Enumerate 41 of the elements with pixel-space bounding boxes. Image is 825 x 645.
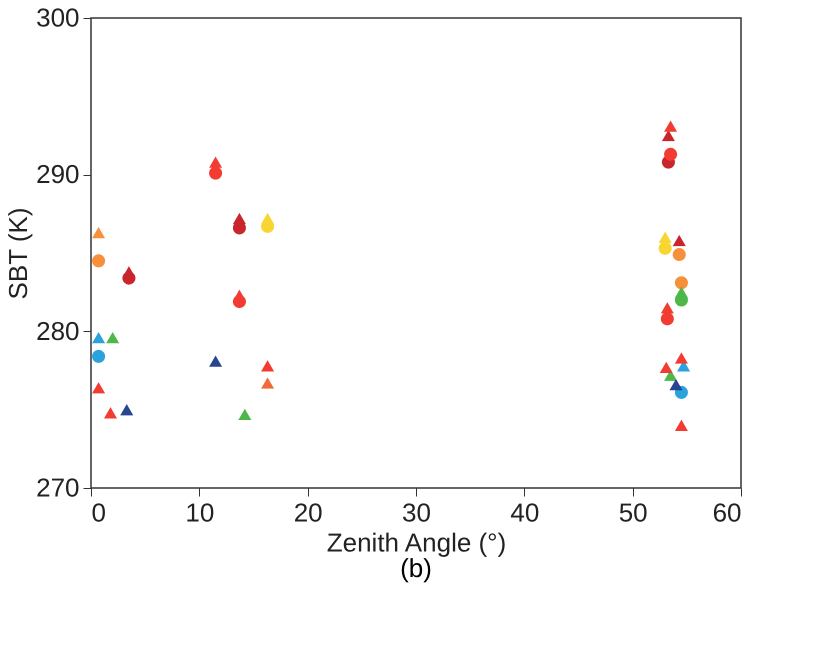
point [209, 166, 222, 180]
point [209, 355, 222, 367]
y-tick-label: 280 [36, 316, 80, 346]
point [92, 382, 106, 394]
x-tick-label: 40 [510, 498, 540, 528]
x-tick-label: 60 [712, 498, 742, 528]
x-tick-label: 10 [185, 498, 214, 528]
point [106, 332, 120, 344]
point [238, 408, 252, 420]
point [92, 350, 106, 363]
point [660, 302, 674, 314]
point [664, 148, 678, 161]
point [261, 360, 274, 372]
point [660, 312, 674, 326]
x-tick-label: 20 [294, 498, 323, 528]
point [658, 232, 672, 243]
y-tick-label: 300 [36, 2, 80, 32]
y-tick-label: 270 [36, 472, 80, 502]
point [664, 120, 678, 132]
point [669, 378, 683, 390]
point [674, 420, 688, 431]
point [92, 254, 106, 268]
point [104, 407, 118, 418]
point [232, 295, 246, 308]
point [92, 226, 106, 238]
y-axis-title: SBT (K) [3, 208, 34, 300]
point [122, 272, 136, 285]
point [660, 362, 673, 374]
x-tick-label: 30 [402, 498, 431, 528]
x-tick-label: 50 [618, 498, 648, 528]
point [674, 276, 688, 290]
y-tick-label: 290 [36, 159, 80, 190]
point [261, 377, 274, 389]
point [672, 248, 686, 262]
point [120, 404, 134, 416]
x-tick-label: 0 [92, 498, 106, 528]
point [674, 352, 688, 364]
point [662, 130, 675, 142]
point [672, 234, 686, 246]
point [92, 332, 106, 344]
point [658, 242, 672, 255]
